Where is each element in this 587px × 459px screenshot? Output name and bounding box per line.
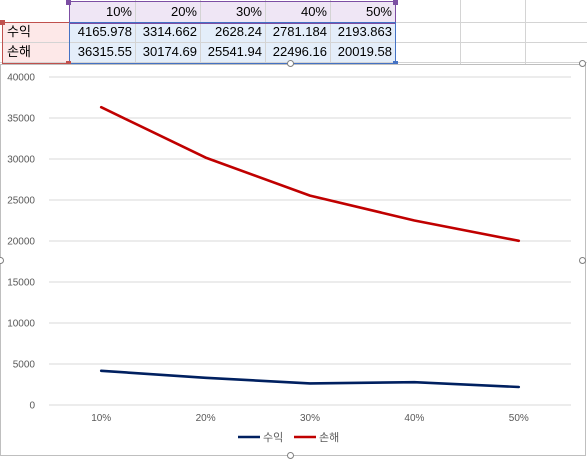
chart-resize-handle[interactable] xyxy=(0,257,4,264)
header-cell[interactable]: 50% xyxy=(365,4,392,19)
x-tick-label: 40% xyxy=(404,413,424,424)
y-tick-label: 25000 xyxy=(7,196,35,207)
y-tick-label: 0 xyxy=(29,401,35,412)
data-cell[interactable]: 36315.55 xyxy=(77,44,132,59)
data-cell[interactable]: 25541.94 xyxy=(207,44,262,59)
data-cell[interactable]: 20019.58 xyxy=(337,44,392,59)
data-cell[interactable]: 2193.863 xyxy=(337,24,392,39)
header-cell[interactable]: 10% xyxy=(105,4,132,19)
data-cell[interactable]: 30174.69 xyxy=(142,44,197,59)
y-tick-label: 20000 xyxy=(7,237,35,248)
data-cell[interactable]: 22496.16 xyxy=(272,44,327,59)
legend-label: 손해 xyxy=(319,430,339,444)
chart-plot: 0 5000 10000 15000 20000 25000 30000 35000 40000… xyxy=(7,73,571,444)
series-name-range-border xyxy=(69,1,396,24)
chart-resize-handle[interactable] xyxy=(287,60,294,67)
range-handle[interactable] xyxy=(66,0,71,5)
spreadsheet-grid: 10% 20% 30% 40% 50% 수익 4165.978 3314.662… xyxy=(0,0,587,66)
row-label-cell[interactable]: 손해 xyxy=(7,44,31,59)
legend-label: 수익 xyxy=(263,431,283,444)
x-tick-label: 30% xyxy=(300,413,320,424)
y-tick-label: 30000 xyxy=(7,155,35,166)
header-cell[interactable]: 40% xyxy=(300,4,327,19)
data-range-border xyxy=(69,22,396,64)
range-handle[interactable] xyxy=(393,61,398,66)
range-handle[interactable] xyxy=(66,61,71,66)
y-tick-label: 15000 xyxy=(7,278,35,289)
chart-resize-handle[interactable] xyxy=(579,60,586,67)
x-tick-label: 10% xyxy=(91,413,111,424)
series-line-1 xyxy=(99,369,521,389)
header-cell[interactable]: 20% xyxy=(170,4,197,19)
y-tick-label: 10000 xyxy=(7,319,35,330)
data-cell[interactable]: 2781.184 xyxy=(272,24,327,39)
range-handle[interactable] xyxy=(0,20,5,25)
y-tick-label: 40000 xyxy=(7,73,35,84)
labels-range-highlight xyxy=(3,23,69,63)
row-label-cell[interactable]: 수익 xyxy=(7,24,31,39)
chart-resize-handle[interactable] xyxy=(579,257,586,264)
x-tick-label: 20% xyxy=(196,413,216,424)
header-range-highlight xyxy=(70,2,395,23)
y-tick-label: 35000 xyxy=(7,114,35,125)
data-cell[interactable]: 2628.24 xyxy=(215,24,262,39)
data-cell[interactable]: 3314.662 xyxy=(142,24,197,39)
series-line-2 xyxy=(99,105,521,243)
header-cell[interactable]: 30% xyxy=(235,4,262,19)
values-range-highlight xyxy=(70,23,395,63)
x-tick-label: 50% xyxy=(509,413,529,424)
data-cell[interactable]: 4165.978 xyxy=(77,24,132,39)
range-handle[interactable] xyxy=(393,0,398,5)
line-chart[interactable]: 0 5000 10000 15000 20000 25000 30000 35000 40000… xyxy=(0,64,586,456)
y-tick-label: 5000 xyxy=(13,360,36,371)
